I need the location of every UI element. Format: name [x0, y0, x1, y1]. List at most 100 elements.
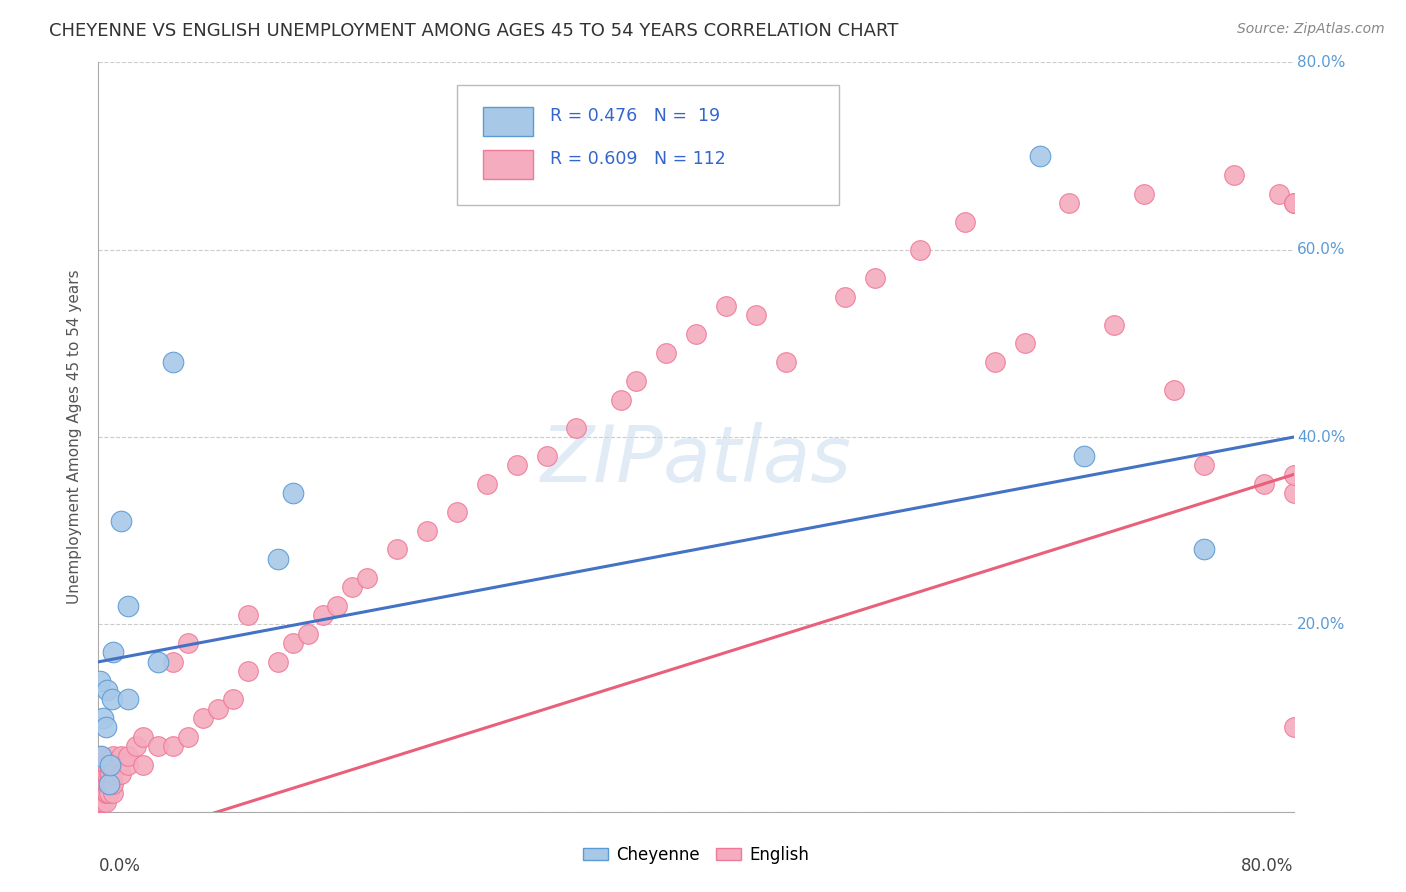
Point [94, 767, 117, 781]
Point [91, 776, 114, 791]
Point [89, 673, 111, 688]
Point [1163, 384, 1185, 398]
Point [89, 776, 111, 791]
Point [117, 758, 139, 772]
Point [1282, 486, 1305, 500]
Text: 0.0%: 0.0% [98, 856, 141, 875]
Point [110, 748, 132, 763]
Point [117, 748, 139, 763]
Point [342, 580, 364, 594]
Point [1223, 168, 1246, 182]
Point [536, 449, 558, 463]
Point [267, 551, 290, 566]
Point [281, 636, 304, 650]
Point [714, 299, 737, 313]
Point [89, 767, 111, 781]
Point [90, 748, 112, 763]
Point [91, 796, 114, 810]
Point [91, 767, 114, 781]
Point [506, 458, 529, 473]
Point [117, 692, 139, 706]
FancyBboxPatch shape [484, 150, 533, 178]
Point [132, 758, 155, 772]
Text: Source: ZipAtlas.com: Source: ZipAtlas.com [1237, 22, 1385, 37]
Point [96, 683, 118, 698]
Text: 60.0%: 60.0% [1298, 243, 1346, 257]
Point [1282, 721, 1305, 735]
Point [91, 758, 114, 772]
Point [1282, 195, 1305, 210]
Point [267, 655, 290, 669]
Point [162, 739, 184, 753]
Point [94, 786, 117, 800]
Point [97, 786, 120, 800]
Point [97, 758, 120, 772]
Text: 20.0%: 20.0% [1298, 617, 1346, 632]
Point [89, 796, 111, 810]
Text: 40.0%: 40.0% [1298, 430, 1346, 444]
Point [96, 758, 118, 772]
Point [97, 767, 120, 781]
Point [93, 767, 115, 781]
Point [89, 748, 111, 763]
Point [98, 758, 122, 772]
Point [93, 758, 115, 772]
Point [101, 758, 124, 772]
Point [89, 758, 111, 772]
Point [96, 786, 118, 800]
Point [94, 796, 117, 810]
Point [91, 786, 114, 800]
Point [1192, 458, 1215, 473]
Point [326, 599, 349, 613]
Point [103, 758, 125, 772]
Point [97, 776, 120, 791]
Point [1059, 195, 1081, 210]
Point [177, 636, 200, 650]
Point [610, 392, 633, 407]
Point [1104, 318, 1126, 332]
Point [1192, 542, 1215, 557]
Point [162, 655, 184, 669]
Text: ZIPatlas: ZIPatlas [540, 422, 852, 498]
Point [385, 542, 409, 557]
Point [89, 796, 111, 810]
Point [865, 271, 887, 285]
Point [94, 721, 117, 735]
FancyBboxPatch shape [457, 85, 839, 205]
Point [626, 374, 648, 388]
Text: 80.0%: 80.0% [1241, 856, 1294, 875]
Point [103, 767, 125, 781]
Point [89, 786, 111, 800]
Point [148, 739, 170, 753]
Point [1014, 336, 1036, 351]
Point [89, 786, 111, 800]
Point [93, 786, 115, 800]
Point [162, 355, 184, 369]
Point [96, 767, 118, 781]
Point [89, 796, 111, 810]
Point [89, 758, 111, 772]
Point [356, 571, 378, 585]
Point [775, 355, 797, 369]
Point [90, 786, 112, 800]
Point [1282, 467, 1305, 482]
Point [1028, 149, 1050, 163]
Point [89, 776, 111, 791]
Point [101, 776, 124, 791]
Point [1253, 476, 1275, 491]
Point [90, 758, 112, 772]
Point [655, 345, 678, 359]
Point [110, 514, 132, 528]
Legend: Cheyenne, English: Cheyenne, English [576, 839, 815, 871]
Point [1133, 186, 1156, 201]
Point [908, 243, 931, 257]
Point [89, 767, 111, 781]
Point [311, 608, 333, 623]
Point [90, 776, 112, 791]
Point [132, 730, 155, 744]
Point [98, 776, 122, 791]
Point [446, 505, 468, 519]
Point [1073, 449, 1095, 463]
Point [89, 758, 111, 772]
Point [101, 692, 124, 706]
